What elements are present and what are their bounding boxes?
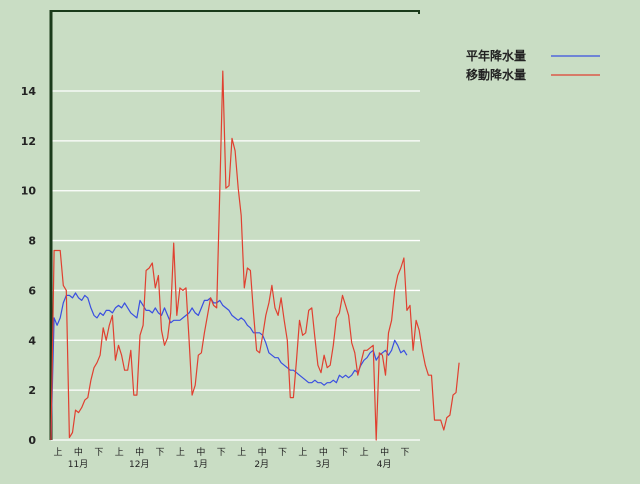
y-tick-label: 12 bbox=[21, 135, 36, 148]
x-period-label: 下 bbox=[156, 448, 165, 458]
x-period-label: 中 bbox=[196, 446, 205, 458]
legend-item-normal: 平年降水量 bbox=[466, 48, 600, 63]
legend-label-normal: 平年降水量 bbox=[466, 48, 526, 63]
x-month-label: 2月 bbox=[254, 459, 269, 470]
x-period-label: 下 bbox=[94, 448, 103, 458]
x-period-label: 上 bbox=[237, 447, 246, 458]
x-period-label: 下 bbox=[400, 448, 409, 458]
x-month-label: 3月 bbox=[316, 459, 331, 470]
x-period-label: 下 bbox=[339, 448, 348, 458]
legend-item-moving: 移動降水量 bbox=[466, 67, 600, 82]
x-month-label: 12月 bbox=[129, 459, 149, 470]
x-month-label: 1月 bbox=[193, 459, 208, 470]
x-period-label: 上 bbox=[298, 447, 307, 458]
y-tick-label: 4 bbox=[28, 334, 36, 347]
series-line-moving bbox=[50, 70, 460, 441]
series-line-normal bbox=[50, 292, 408, 441]
x-period-label: 上 bbox=[115, 447, 124, 458]
axes bbox=[49, 10, 420, 440]
x-period-label: 上 bbox=[360, 447, 369, 458]
x-period-label: 上 bbox=[53, 447, 62, 458]
y-tick-label: 6 bbox=[28, 284, 36, 297]
legend-label-moving: 移動降水量 bbox=[466, 67, 526, 82]
y-tick-label: 14 bbox=[21, 85, 37, 98]
x-period-label: 中 bbox=[258, 446, 267, 458]
y-tick-label: 8 bbox=[28, 235, 36, 248]
y-tick-label: 2 bbox=[28, 384, 36, 397]
y-tick-label: 0 bbox=[28, 434, 36, 447]
x-period-label: 上 bbox=[176, 447, 185, 458]
x-period-label: 下 bbox=[278, 448, 287, 458]
x-period-label: 中 bbox=[135, 446, 144, 458]
x-period-label: 下 bbox=[217, 448, 226, 458]
y-tick-labels: 0 2 4 6 8 10 12 14 bbox=[21, 85, 37, 447]
x-month-label: 11月 bbox=[68, 459, 88, 470]
series-lines bbox=[50, 70, 460, 441]
y-tick-label: 10 bbox=[21, 185, 37, 198]
x-period-label: 中 bbox=[74, 446, 83, 458]
x-tick-labels: 上中下上中下上中下上中下上中下上中下11月 12月 1月 2月 3月 4月 bbox=[53, 446, 409, 470]
legend: 平年降水量 移動降水量 bbox=[466, 48, 600, 82]
gridlines bbox=[51, 90, 420, 441]
x-period-label: 中 bbox=[319, 446, 328, 458]
x-month-label: 4月 bbox=[377, 459, 392, 470]
x-period-label: 中 bbox=[380, 446, 389, 458]
